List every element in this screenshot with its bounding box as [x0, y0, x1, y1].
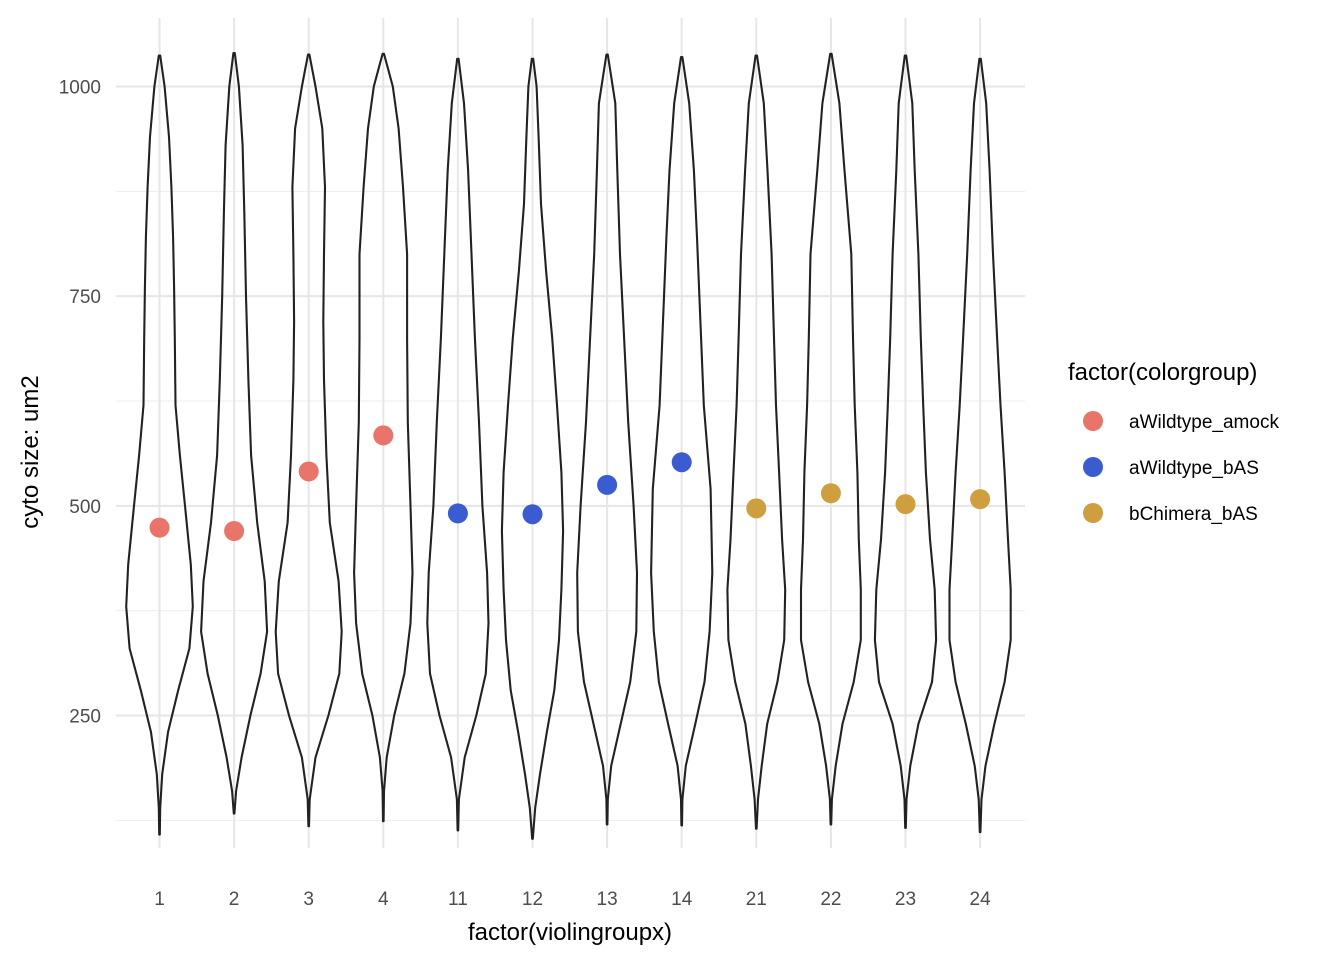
violin-outline [274, 53, 343, 828]
x-tick-label: 11 [448, 889, 468, 910]
x-tick-label: 23 [895, 889, 916, 910]
violin-outline [200, 51, 269, 815]
violin-outline [500, 57, 565, 840]
legend-label: aWildtype_bAS [1129, 458, 1259, 479]
x-tick-label: 12 [522, 889, 543, 910]
violin-outline [650, 56, 714, 827]
violin-outline [726, 54, 787, 830]
median-point [522, 504, 543, 525]
x-tick-label: 2 [229, 889, 240, 910]
median-point [298, 461, 319, 482]
violin-outline [353, 52, 414, 823]
x-tick-label: 13 [597, 889, 618, 910]
x-tick-label: 3 [303, 889, 314, 910]
y-tick-label: 1000 [59, 78, 101, 99]
median-point [224, 520, 245, 541]
legend-label: aWildtype_amock [1129, 412, 1279, 433]
x-tick-label: 14 [671, 889, 693, 910]
x-tick-label: 21 [746, 889, 767, 910]
median-point [820, 483, 841, 504]
legend-key [1083, 457, 1103, 477]
violin-outline [873, 54, 938, 829]
x-tick-label: 24 [970, 889, 992, 910]
violin-outline [125, 54, 194, 836]
violin-outline [426, 57, 490, 832]
median-point [671, 452, 692, 473]
grid-lines [116, 18, 1025, 848]
y-tick-label: 500 [69, 497, 101, 518]
x-axis-ticks: 1 2 3 4 11 12 13 14 21 22 23 24 [154, 889, 991, 910]
y-tick-label: 250 [69, 707, 101, 728]
legend-title: factor(colorgroup) [1068, 359, 1257, 386]
median-point [149, 517, 170, 538]
median-point [597, 474, 618, 495]
y-tick-label: 750 [69, 287, 101, 308]
x-axis-title: factor(violingroupx) [468, 919, 672, 946]
violin-outline [799, 52, 862, 826]
y-axis-ticks: 250 500 750 1000 [59, 78, 101, 728]
median-point [746, 498, 767, 519]
legend-key [1083, 411, 1103, 431]
violin-outline [948, 57, 1012, 834]
median-point [373, 425, 394, 446]
median-point [970, 489, 991, 510]
legend-key [1083, 503, 1103, 523]
legend: factor(colorgroup) aWildtype_amock aWildt… [1068, 359, 1279, 525]
x-tick-label: 4 [378, 889, 389, 910]
violins [125, 51, 1012, 840]
legend-label: bChimera_bAS [1129, 504, 1258, 525]
y-axis-title: cyto size: um2 [17, 375, 44, 528]
median-point [447, 503, 468, 524]
median-points [149, 425, 991, 541]
x-tick-label: 22 [820, 889, 841, 910]
median-point [895, 494, 916, 515]
x-tick-label: 1 [154, 889, 165, 910]
violin-outline [576, 53, 639, 826]
